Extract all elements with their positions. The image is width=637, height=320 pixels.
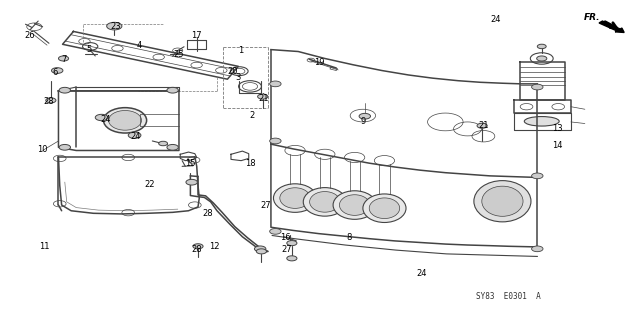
Text: 19: 19 (314, 58, 324, 67)
Circle shape (537, 44, 546, 49)
Text: 7: 7 (62, 55, 67, 64)
Circle shape (287, 256, 297, 261)
Circle shape (287, 241, 297, 246)
Ellipse shape (273, 184, 317, 212)
Text: 21: 21 (478, 121, 489, 130)
Circle shape (167, 87, 178, 93)
Circle shape (59, 56, 69, 61)
Text: 28: 28 (44, 97, 54, 106)
Text: 24: 24 (101, 115, 111, 124)
Text: 26: 26 (25, 31, 35, 40)
Ellipse shape (363, 194, 406, 222)
Text: 9: 9 (361, 117, 366, 126)
Ellipse shape (280, 188, 310, 208)
Ellipse shape (369, 198, 399, 219)
Circle shape (106, 22, 122, 30)
Circle shape (532, 84, 543, 90)
Ellipse shape (303, 188, 347, 216)
Circle shape (52, 68, 63, 73)
Text: 21: 21 (258, 94, 269, 103)
Text: 16: 16 (280, 233, 291, 242)
Text: 6: 6 (53, 68, 58, 77)
Ellipse shape (340, 195, 370, 215)
Text: 24: 24 (416, 269, 427, 278)
Text: 17: 17 (191, 31, 202, 40)
Text: 23: 23 (110, 22, 121, 31)
Text: 18: 18 (245, 159, 256, 168)
Circle shape (359, 113, 371, 119)
Circle shape (477, 123, 487, 128)
Circle shape (269, 81, 281, 87)
Circle shape (96, 114, 108, 121)
Circle shape (257, 94, 268, 99)
Circle shape (269, 228, 281, 234)
Text: 8: 8 (347, 233, 352, 242)
Text: 15: 15 (185, 159, 196, 168)
Text: 27: 27 (261, 202, 271, 211)
Text: SY83  E0301  A: SY83 E0301 A (476, 292, 541, 301)
Text: 10: 10 (38, 145, 48, 154)
Text: 13: 13 (552, 124, 562, 133)
Text: 28: 28 (191, 245, 202, 254)
Text: 12: 12 (208, 242, 219, 251)
Text: 25: 25 (174, 50, 184, 59)
Circle shape (532, 173, 543, 179)
Text: 5: 5 (86, 45, 92, 54)
Ellipse shape (524, 116, 559, 126)
Circle shape (256, 249, 266, 254)
Circle shape (536, 56, 547, 61)
Circle shape (128, 132, 141, 139)
Text: 11: 11 (39, 242, 50, 251)
Circle shape (59, 144, 71, 150)
Ellipse shape (108, 110, 141, 130)
Circle shape (167, 144, 178, 150)
Circle shape (532, 246, 543, 252)
Ellipse shape (310, 192, 340, 212)
Ellipse shape (333, 191, 376, 219)
Circle shape (254, 246, 266, 252)
Ellipse shape (103, 108, 147, 133)
Text: 14: 14 (552, 141, 562, 150)
Circle shape (186, 179, 197, 185)
Circle shape (159, 141, 168, 146)
Text: 20: 20 (227, 67, 238, 76)
Text: 3: 3 (235, 73, 241, 82)
Text: 24: 24 (491, 15, 501, 24)
Text: 28: 28 (202, 209, 213, 219)
Circle shape (59, 87, 71, 93)
Text: 22: 22 (144, 180, 154, 189)
FancyArrow shape (599, 21, 624, 32)
Text: 1: 1 (238, 46, 244, 55)
Text: 27: 27 (282, 245, 292, 254)
Circle shape (193, 244, 203, 249)
Text: 24: 24 (131, 132, 141, 141)
Circle shape (46, 98, 56, 103)
Ellipse shape (482, 186, 523, 216)
Text: 2: 2 (249, 111, 255, 120)
Circle shape (269, 138, 281, 144)
Text: 4: 4 (137, 41, 142, 50)
Text: FR.: FR. (583, 13, 600, 22)
Ellipse shape (474, 180, 531, 222)
